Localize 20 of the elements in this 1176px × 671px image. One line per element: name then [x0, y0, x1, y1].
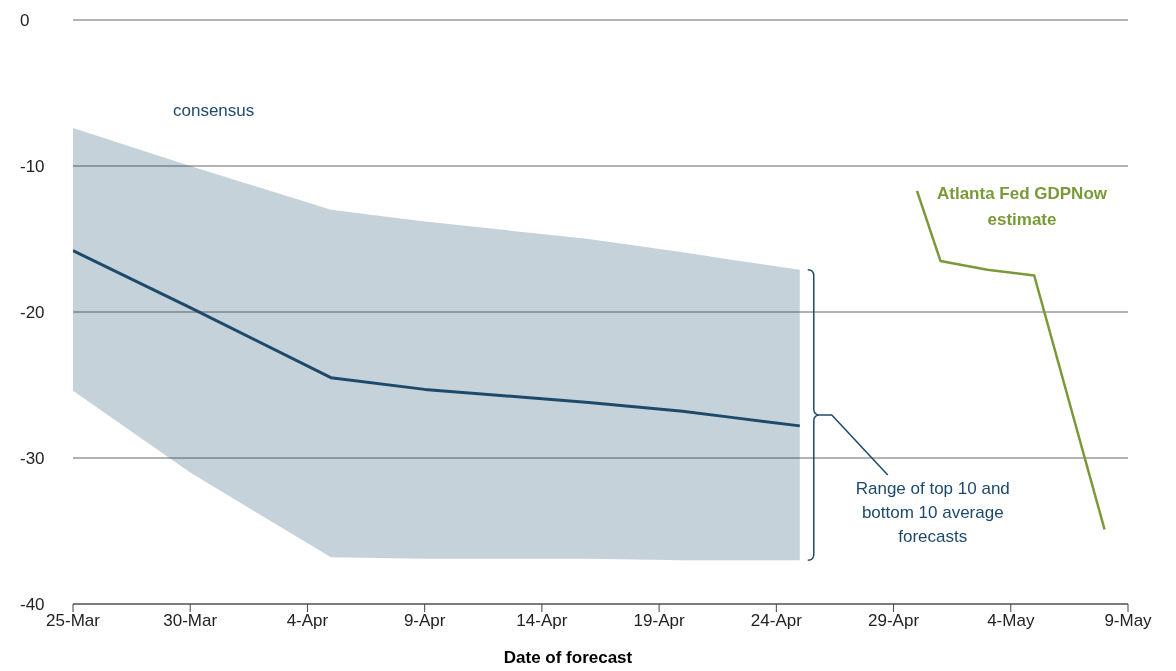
- y-tick-label: -30: [20, 449, 45, 469]
- x-tick-label: 29-Apr: [868, 611, 920, 631]
- x-tick-label: 19-Apr: [633, 611, 685, 631]
- x-tick-label: 4-May: [987, 611, 1035, 631]
- x-tick-label: 9-Apr: [403, 611, 446, 631]
- x-tick-label: 9-May: [1104, 611, 1153, 631]
- y-tick-label: -10: [20, 157, 45, 177]
- y-tick-label: -20: [20, 303, 45, 323]
- annotation: Range of top 10 and bottom 10 average forecasts: [854, 477, 1011, 548]
- series-label: Atlanta Fed GDPNow estimate: [937, 182, 1108, 231]
- x-tick-label: 14-Apr: [516, 611, 568, 631]
- x-tick-label: 24-Apr: [750, 611, 803, 631]
- x-tick-label: 4-Apr: [286, 611, 329, 631]
- y-tick-label: -40: [20, 595, 45, 615]
- x-tick-label: 30-Mar: [163, 611, 218, 631]
- line-series: [73, 249, 802, 428]
- x-axis-title: Date of forecast: [502, 648, 634, 668]
- text: consensus: [173, 100, 256, 123]
- y-tick-label: 0: [20, 11, 30, 31]
- x-tick-label: 25-Mar: [46, 611, 101, 631]
